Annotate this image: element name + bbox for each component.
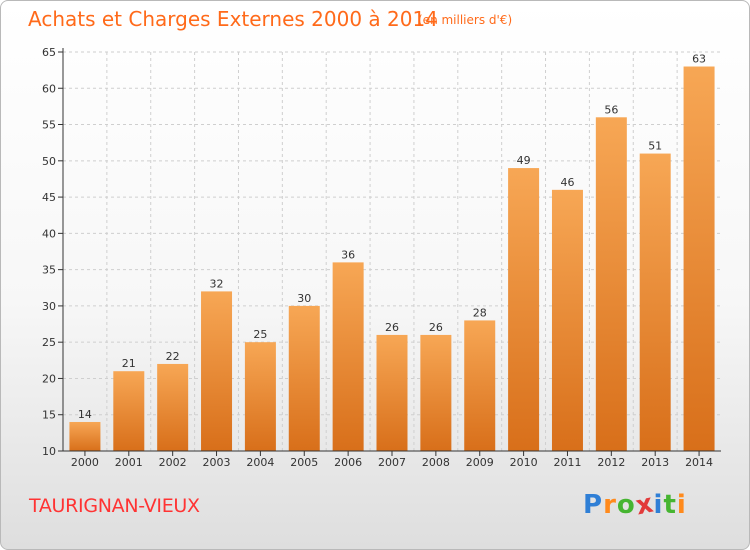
- bar-value-label: 26: [429, 321, 443, 334]
- chart-title: Achats et Charges Externes 2000 à 2014: [28, 7, 438, 31]
- x-tick-label: 2005: [290, 456, 318, 469]
- x-tick-label: 2004: [246, 456, 274, 469]
- proxiti-logo: Proxiti: [583, 488, 687, 521]
- bar: [201, 291, 233, 451]
- bar: [288, 305, 320, 451]
- bar-value-label: 21: [122, 357, 136, 370]
- bar-value-label: 36: [341, 248, 355, 261]
- bars: [69, 66, 715, 452]
- y-tick-label: 60: [42, 82, 56, 95]
- logo-letter: i: [653, 490, 664, 520]
- bar: [69, 421, 101, 451]
- bar-value-label: 25: [253, 328, 267, 341]
- y-tick-label: 20: [42, 372, 56, 385]
- y-tick-label: 30: [42, 300, 56, 313]
- x-tick-label: 2013: [641, 456, 669, 469]
- y-tick-label: 65: [42, 46, 56, 59]
- y-tick-label: 15: [42, 409, 56, 422]
- commune-name: TAURIGNAN-VIEUX: [29, 495, 200, 517]
- bar-value-label: 30: [297, 292, 311, 305]
- y-tick-label: 55: [42, 119, 56, 132]
- logo-letter: t: [663, 490, 677, 520]
- x-tick-label: 2011: [553, 456, 581, 469]
- logo-letter: i: [676, 490, 687, 520]
- y-tick-label: 25: [42, 336, 56, 349]
- chart-subtitle: (en milliers d'€): [418, 13, 513, 27]
- x-tick-label: 2007: [378, 456, 406, 469]
- x-tick-label: 2001: [115, 456, 143, 469]
- bar-value-label: 63: [692, 53, 706, 66]
- bar: [113, 371, 145, 451]
- x-tick-label: 2014: [685, 456, 713, 469]
- bar-value-label: 26: [385, 321, 399, 334]
- logo-letter: P: [583, 490, 604, 520]
- bar: [376, 334, 408, 451]
- bar-value-label: 14: [78, 408, 92, 421]
- axes: 10 15 20 25 30 35 40 45 50 55 60 65 2000 2001 2002 2003…: [42, 46, 721, 469]
- x-tick-label: 2000: [71, 456, 99, 469]
- x-tick-label: 2008: [422, 456, 450, 469]
- y-tick-label: 45: [42, 191, 56, 204]
- bar: [508, 168, 540, 451]
- bar-value-label: 28: [473, 306, 487, 319]
- bar: [157, 363, 189, 451]
- labels: 14 21 22 32 25 30 36 26 26 28 49 46 56 51 63: [78, 53, 706, 421]
- x-tick-label: 2002: [159, 456, 187, 469]
- bar-value-label: 56: [604, 103, 618, 116]
- bar-value-label: 51: [648, 140, 662, 153]
- y-tick-label: 10: [42, 445, 56, 458]
- bar: [639, 153, 671, 451]
- y-tick-label: 40: [42, 227, 56, 240]
- bar-value-label: 22: [166, 350, 180, 363]
- bar: [244, 342, 276, 451]
- bar: [595, 117, 627, 452]
- bar: [464, 320, 496, 451]
- bar: [683, 66, 715, 451]
- bar: [420, 334, 452, 451]
- x-tick-label: 2010: [510, 456, 538, 469]
- bar-value-label: 49: [517, 154, 531, 167]
- y-tick-label: 35: [42, 264, 56, 277]
- logo-letter: r: [603, 490, 617, 520]
- x-tick-label: 2012: [597, 456, 625, 469]
- logo-letter: o: [616, 490, 636, 520]
- bar-value-label: 46: [560, 176, 574, 189]
- x-tick-label: 2009: [466, 456, 494, 469]
- x-tick-label: 2003: [203, 456, 231, 469]
- x-tick-label: 2006: [334, 456, 362, 469]
- bar: [332, 262, 364, 451]
- bar: [551, 189, 583, 451]
- y-tick-label: 50: [42, 155, 56, 168]
- bar-value-label: 32: [210, 277, 224, 290]
